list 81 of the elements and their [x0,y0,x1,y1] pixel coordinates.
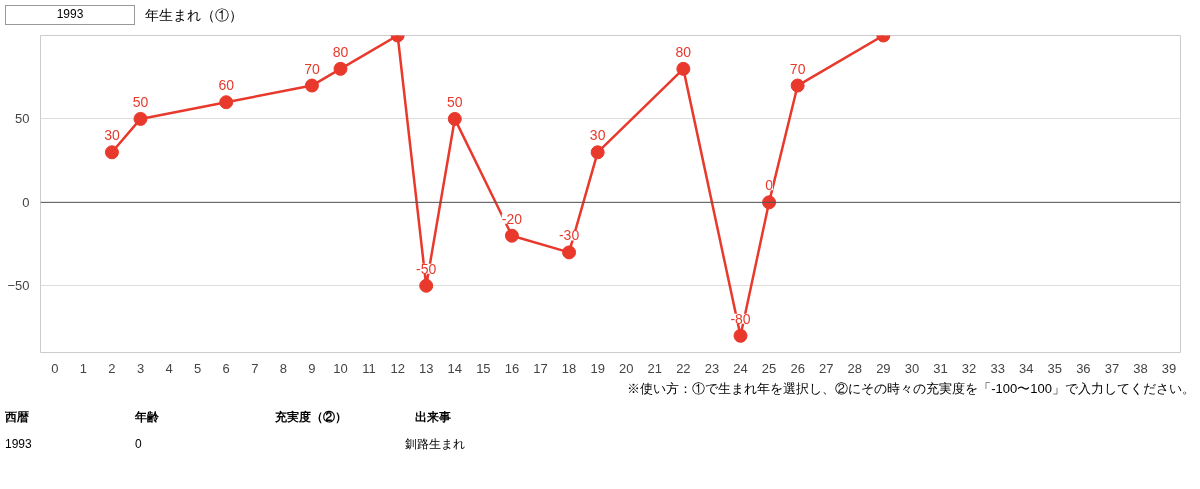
x-tick-label: 31 [933,360,948,376]
point [219,95,234,110]
data-label: 80 [332,43,349,60]
text: 1993 [56,6,84,23]
text: 1993 [5,435,32,453]
text: 出来事 [415,409,451,424]
x-tick-label: 21 [647,360,663,376]
point [590,145,605,160]
x-tick-label: 12 [390,360,405,376]
x-tick-label: 27 [818,360,834,376]
data-label: 50 [447,93,463,110]
x-tick-label: 24 [733,360,748,376]
point [133,111,148,126]
x-tick-label: 28 [847,360,863,376]
point [333,61,348,76]
text: ※使い方：①で生まれ年を選択し、②にその時々の充実度を「-100〜100」で入力してください。 [627,380,1195,398]
x-tick-label: 32 [961,360,977,376]
x-tick-label: 20 [618,360,634,376]
x-tick-label: 5 [194,360,202,376]
point [447,111,462,126]
text: 西暦 [5,409,29,424]
x-tick-label: 19 [590,360,605,376]
x-tick-label: 25 [761,360,777,376]
point [733,328,748,343]
x-tick-label: 3 [136,360,145,376]
x-tick-label: 29 [876,360,891,376]
point [562,245,577,260]
x-tick-label: 10 [333,360,348,376]
data-label: 70 [304,60,320,77]
x-tick-label: 16 [504,360,520,376]
data-label: 30 [589,127,606,144]
x-tick-label: 26 [790,360,805,376]
x-tick-label: 30 [904,360,920,376]
x-tick-label: 7 [251,360,259,376]
x-tick-label: 17 [533,360,548,376]
y-tick-label: −50 [7,278,30,294]
x-tick-label: 11 [362,360,376,376]
x-tick-label: 37 [1104,360,1120,376]
text: 年生まれ（①） [145,6,243,25]
x-tick-label: 6 [222,360,230,376]
x-tick-label: 9 [308,360,316,376]
data-label: 80 [675,43,692,60]
x-tick-label: 8 [279,360,287,376]
text: 0 [135,435,142,453]
data-label: 0 [765,177,774,194]
point [790,78,805,93]
x-tick-label: 38 [1133,360,1148,376]
data-label: -50 [416,260,437,277]
x-tick-label: 1 [79,360,87,376]
x-tick-label: 4 [165,360,173,376]
x-tick-label: 14 [447,360,463,376]
x-tick-label: 23 [704,360,720,376]
x-tick-label: 15 [476,360,491,376]
text: 年齢 [135,409,159,424]
x-tick-label: 13 [418,360,434,376]
point [762,195,777,210]
data-label: 60 [218,77,235,94]
text: 釧路生まれ [405,435,465,453]
y-tick-label: 0 [22,194,30,210]
data-label: -80 [730,310,751,327]
data-label: 50 [132,93,149,110]
point [104,145,119,160]
text: 充実度（②） [275,409,347,424]
y-tick-label: 50 [15,111,30,127]
data-label: 70 [789,60,806,77]
point [504,228,519,243]
data-label: -30 [558,227,580,244]
data-label: 30 [104,127,120,144]
x-tick-label: 33 [990,360,1005,376]
x-tick-label: 34 [1018,360,1034,376]
point [676,61,691,76]
x-tick-label: 2 [108,360,116,376]
data-label: -20 [501,210,523,227]
point [304,78,319,93]
x-tick-label: 35 [1047,360,1063,376]
point [419,278,434,293]
x-tick-label: 39 [1161,360,1177,376]
x-tick-label: 36 [1076,360,1091,376]
x-tick-label: 22 [676,360,691,376]
x-tick-label: 0 [51,360,59,376]
x-tick-label: 18 [561,360,577,376]
